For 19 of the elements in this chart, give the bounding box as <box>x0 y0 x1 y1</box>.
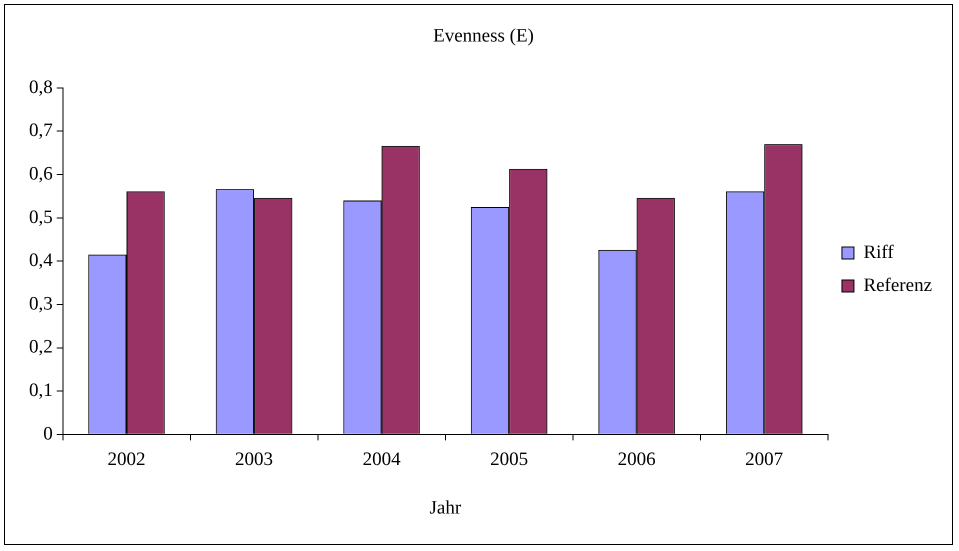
legend-label: Riff <box>863 242 894 263</box>
x-tick-label: 2002 <box>108 448 146 470</box>
y-tick-label: 0,8 <box>29 76 53 98</box>
x-tick-label: 2003 <box>235 448 274 470</box>
y-tick-label: 0,6 <box>29 163 53 184</box>
y-tick-label: 0,3 <box>29 293 53 314</box>
y-tick-label: 0,2 <box>29 336 53 358</box>
x-axis-title: Jahr <box>430 498 462 519</box>
y-tick-label: 0,5 <box>29 206 53 228</box>
legend-label: Referenz <box>863 274 932 296</box>
x-tick-label: 2007 <box>745 448 784 470</box>
x-tick-label: 2005 <box>490 448 528 470</box>
y-tick-label: 0,7 <box>29 120 53 142</box>
y-tick-label: 0 <box>43 423 53 444</box>
x-tick-label: 2004 <box>362 448 402 470</box>
x-tick-label: 2006 <box>618 448 656 470</box>
y-tick-label: 0,4 <box>29 250 54 272</box>
chart-title: Evenness (E) <box>433 25 534 46</box>
y-tick-label: 0,1 <box>29 380 53 402</box>
